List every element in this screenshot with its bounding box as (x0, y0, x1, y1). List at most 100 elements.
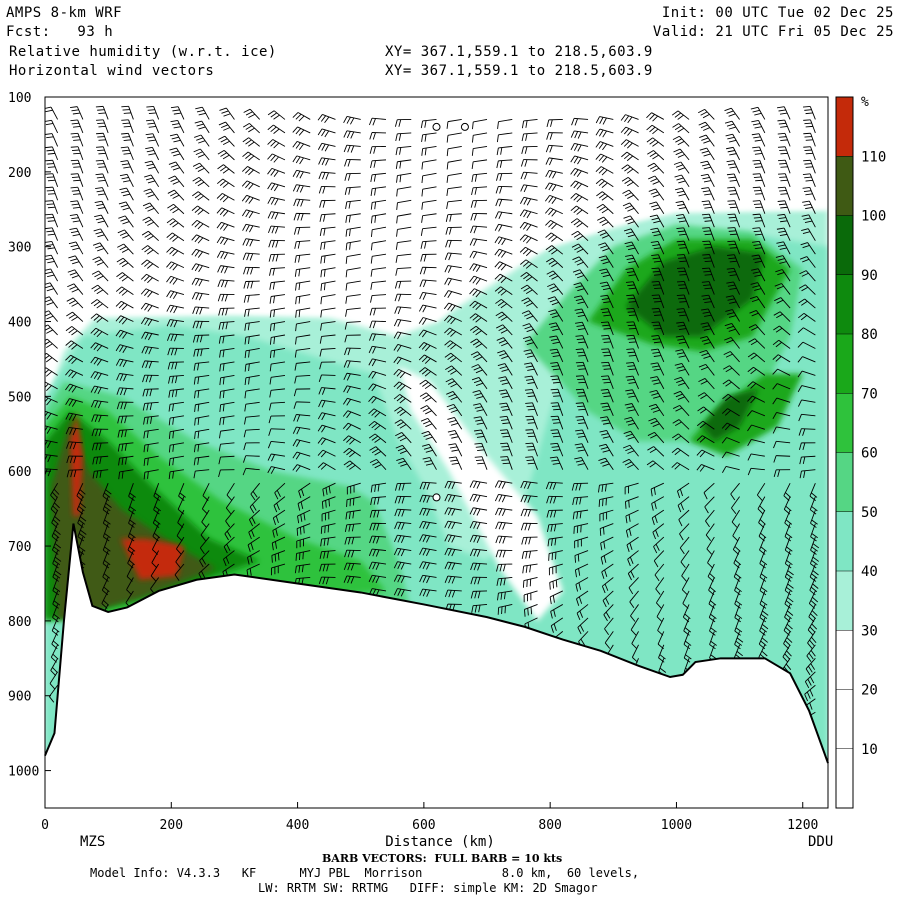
wind-barb-flag (223, 224, 229, 231)
wind-barb-flag (597, 216, 604, 221)
wind-barb-flag (347, 576, 351, 584)
wind-barb-flag (760, 640, 767, 646)
wind-barb-flag (526, 211, 532, 219)
wind-barb-flag (448, 253, 452, 261)
wind-barb-flag (601, 208, 609, 214)
wind-barb-flag (73, 139, 81, 141)
wind-barb (372, 370, 387, 376)
wind-barb-flag (422, 548, 427, 556)
wind-barb-flag (129, 506, 136, 512)
wind-barb-flag (421, 369, 429, 375)
wind-barb-flag (784, 522, 791, 528)
wind-barb-flag (449, 227, 452, 235)
wind-barb-flag (804, 681, 810, 689)
wind-barb-flag (93, 343, 99, 350)
wind-barb-flag (677, 396, 685, 400)
wind-barb-flag (497, 121, 499, 129)
wind-barb-flag (722, 393, 729, 400)
wind-barb-flag (93, 329, 100, 336)
colorbar-bin (836, 215, 853, 275)
wind-barb-flag (345, 215, 348, 223)
wind-barb (731, 509, 740, 523)
wind-barb-flag (599, 281, 608, 284)
wind-barb-flag (222, 140, 230, 145)
wind-barb-flag (685, 640, 692, 646)
wind-barb-flag (219, 377, 222, 386)
wind-barb-flag (501, 355, 509, 360)
wind-barb-flag (273, 323, 276, 331)
wind-barb (657, 631, 665, 645)
wind-barb-flag (725, 367, 733, 373)
wind-barb-flag (98, 139, 106, 141)
wind-barb-flag (72, 206, 81, 209)
wind-barb-flag (292, 184, 297, 192)
wind-barb-flag (397, 306, 402, 315)
wind-barb-flag (798, 414, 802, 422)
wind-barb-flag (500, 592, 503, 600)
wind-barb-flag (244, 309, 247, 317)
wind-barb-flag (549, 482, 553, 490)
wind-barb-flag (724, 120, 733, 124)
wind-barb-flag (371, 359, 377, 367)
wind-barb-flag (396, 357, 402, 365)
wind-barb-flag (747, 352, 755, 358)
wind-barb-flag (473, 353, 481, 358)
wind-barb-flag (248, 363, 250, 372)
wind-barb-flag (420, 241, 423, 249)
wind-barb-flag (191, 205, 198, 211)
wind-barb-flag (121, 163, 130, 166)
wind-barb (604, 229, 614, 241)
wind-barb-flag (343, 373, 348, 381)
wind-barb-flag (652, 311, 661, 313)
wind-barb-flag (626, 271, 635, 274)
wind-barb-flag (370, 269, 373, 277)
wind-barb-flag (776, 313, 783, 319)
wind-barb-flag (651, 267, 659, 270)
wind-barb-flag (549, 299, 557, 303)
wind-barb-flag (576, 248, 584, 253)
wind-barb-flag (703, 203, 711, 206)
wind-barb-flag (97, 163, 105, 165)
wind-barb (473, 145, 488, 150)
wind-barb-flag (68, 328, 75, 334)
wind-barb-flag (370, 160, 373, 169)
wind-barb (677, 482, 690, 492)
wind-barb-flag (97, 220, 105, 224)
wind-barb-flag (735, 640, 742, 646)
wind-barb-flag (631, 643, 638, 650)
wind-barb-flag (394, 509, 398, 517)
wind-barb (226, 482, 235, 496)
wind-barb (94, 356, 109, 363)
y-tick-label: 900 (8, 690, 31, 705)
wind-barb-flag (602, 117, 607, 125)
wind-barb-flag (696, 449, 703, 456)
wind-barb-flag (573, 220, 581, 226)
wind-barb-flag (575, 348, 584, 350)
wind-barb-flag (598, 155, 605, 162)
wind-barb-flag (551, 315, 560, 319)
wind-barb-flag (175, 375, 178, 384)
wind-barb (801, 428, 816, 430)
wind-barb-flag (47, 206, 56, 209)
wind-barb-flag (578, 395, 586, 397)
y-tick-label: 700 (8, 540, 31, 555)
wind-barb-flag (500, 316, 508, 321)
wind-barb-flag (495, 211, 499, 219)
wind-barb-flag (729, 233, 738, 236)
wind-barb-flag (810, 586, 818, 593)
wind-barb-flag (242, 224, 247, 231)
wind-barb-flag (195, 292, 200, 300)
wind-barb-flag (522, 248, 529, 255)
wind-barb-flag (751, 298, 760, 303)
wind-barb-flag (805, 206, 813, 210)
wind-barb-flag (780, 206, 788, 209)
wind-barb-flag (811, 519, 818, 525)
wind-barb-flag (676, 227, 684, 230)
wind-barb-flag (45, 227, 53, 230)
wind-barb-flag (247, 309, 250, 317)
wind-barb-flag (501, 432, 509, 435)
wind-barb-flag (272, 282, 275, 290)
wind-barb (809, 483, 816, 497)
wind-barb-flag (248, 519, 254, 527)
wind-barb-flag (393, 344, 399, 351)
